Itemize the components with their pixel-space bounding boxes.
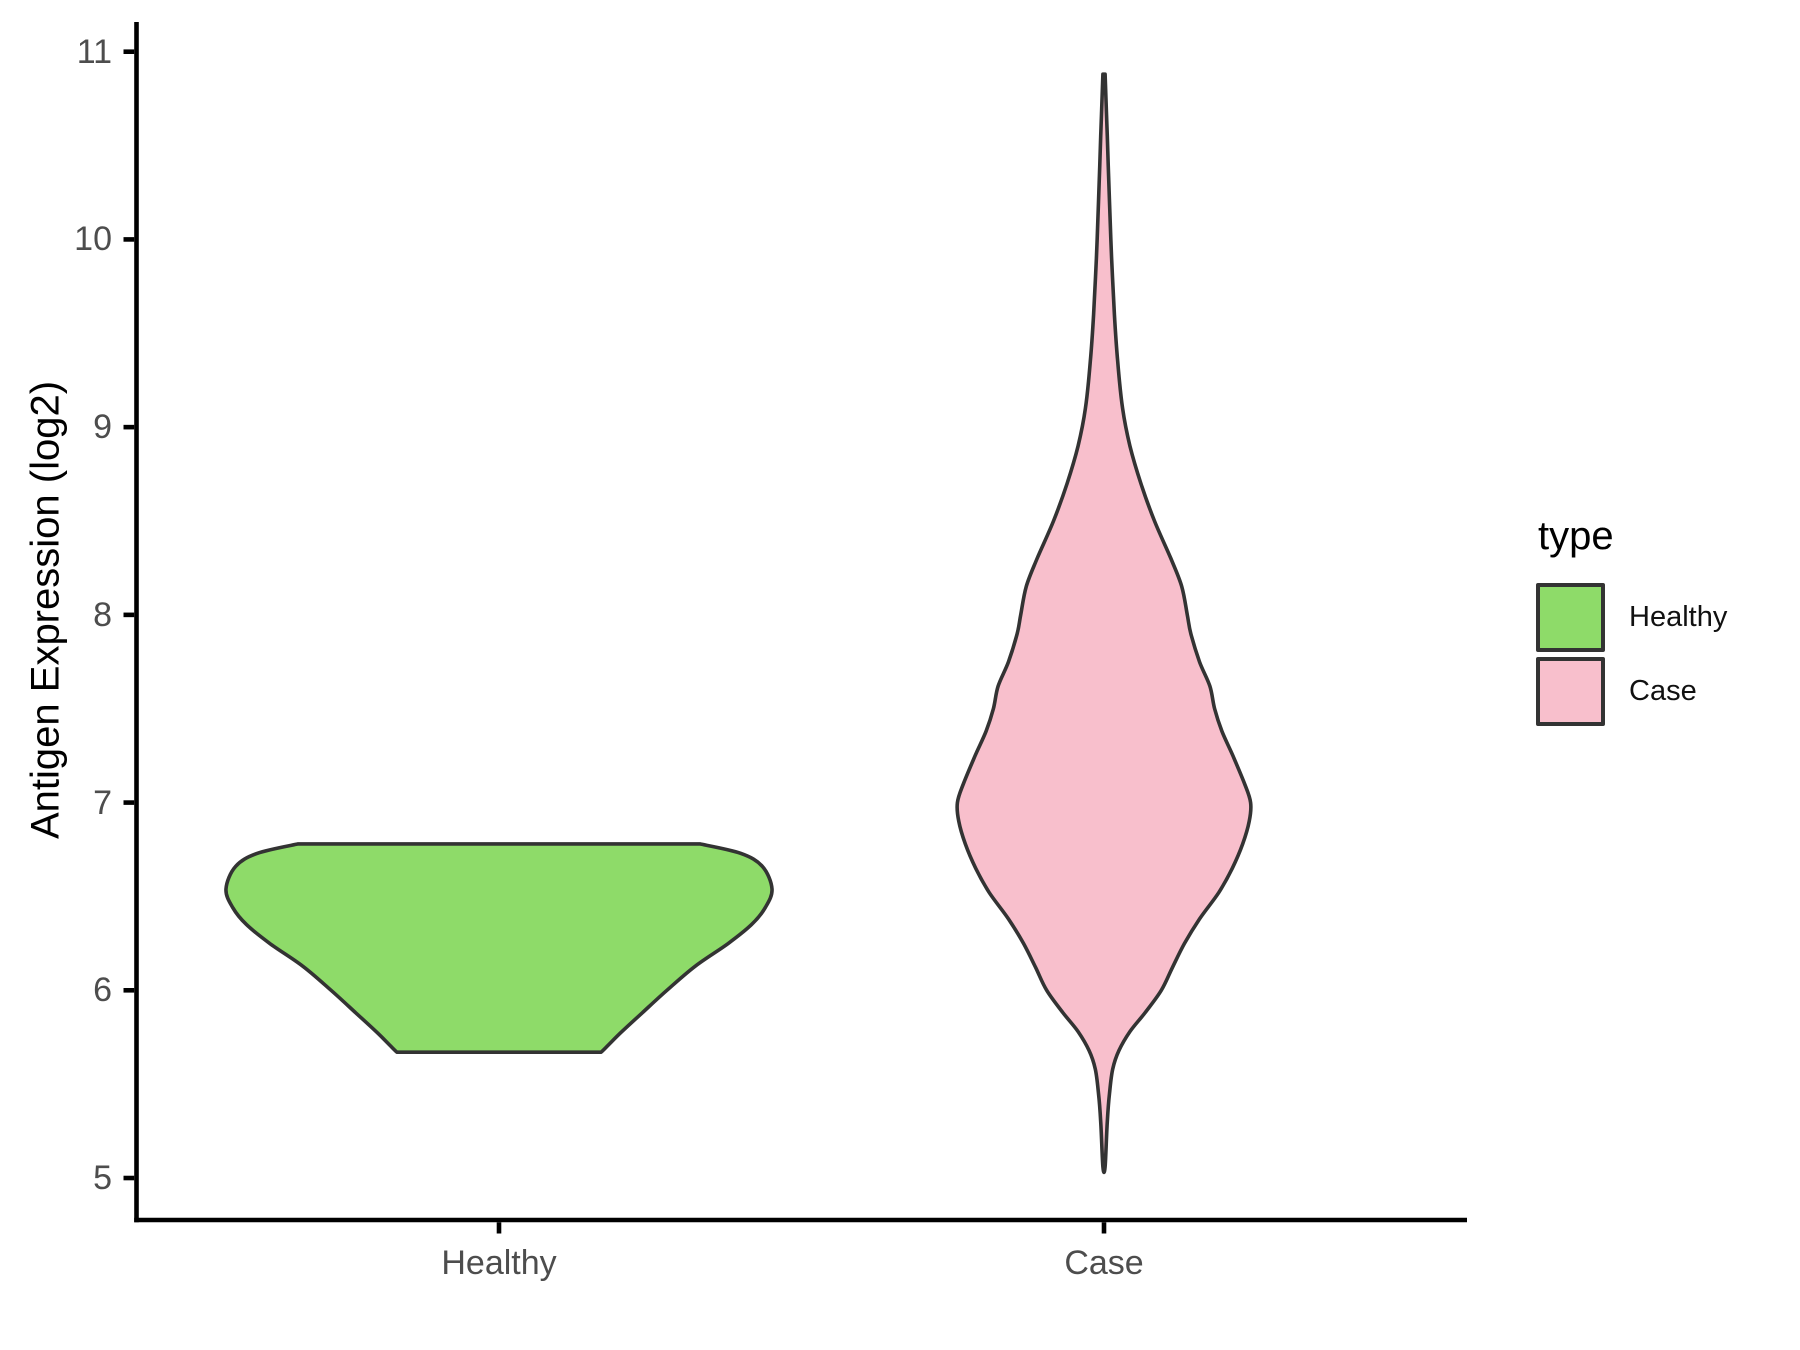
y-axis-title: Antigen Expression (log2) <box>23 380 68 840</box>
x-tick-label-healthy: Healthy <box>441 1244 557 1282</box>
axes <box>123 22 1467 1234</box>
y-tick-label-7: 7 <box>93 783 112 822</box>
violin-healthy <box>224 842 774 1054</box>
y-tick-label-11: 11 <box>76 32 112 71</box>
x-tick-label-case: Case <box>1064 1244 1144 1282</box>
legend-items: Healthy Case <box>1536 583 1727 726</box>
legend-swatch-case <box>1536 657 1605 726</box>
legend-label-case: Case <box>1629 675 1697 707</box>
legend-title: type <box>1538 514 1614 558</box>
legend-label-healthy: Healthy <box>1629 601 1728 633</box>
y-tick-label-8: 8 <box>93 595 112 634</box>
y-tick-label-6: 6 <box>93 971 112 1010</box>
legend-swatch-healthy <box>1536 583 1605 652</box>
violin-case <box>955 72 1253 1175</box>
legend-item-healthy: Healthy <box>1536 583 1727 652</box>
y-tick-label-5: 5 <box>93 1159 112 1198</box>
violins <box>224 72 1253 1175</box>
legend: type Healthy Case <box>1536 514 1727 731</box>
y-tick-label-10: 10 <box>74 220 112 259</box>
y-tick-label-9: 9 <box>93 408 112 447</box>
legend-item-case: Case <box>1536 657 1727 726</box>
